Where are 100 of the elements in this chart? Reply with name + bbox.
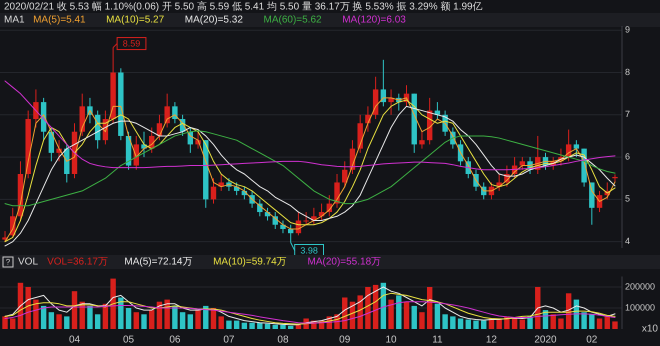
line-series xyxy=(4,130,616,206)
bar xyxy=(466,320,471,329)
bar xyxy=(80,302,85,329)
candlestick xyxy=(574,140,580,158)
y-tick-label: 5 xyxy=(625,194,630,204)
bar xyxy=(64,316,70,329)
candlestick xyxy=(380,59,386,107)
bar xyxy=(604,316,610,329)
bar xyxy=(257,322,263,329)
text: MA1 xyxy=(4,14,25,26)
bar xyxy=(404,302,410,329)
y-tick-label: 4 xyxy=(625,236,630,246)
x-tick-label: 12 xyxy=(486,334,498,346)
bar xyxy=(156,302,162,329)
text: MA(120)=6.03 xyxy=(342,14,406,26)
bar xyxy=(218,316,224,329)
bar xyxy=(172,306,178,329)
candlestick xyxy=(210,178,216,204)
text: ? xyxy=(6,258,11,267)
bar xyxy=(550,314,556,329)
y-tick-label: 8 xyxy=(625,66,630,77)
bar xyxy=(412,306,417,329)
bar xyxy=(481,320,486,329)
bar xyxy=(496,320,502,329)
text: VOL xyxy=(18,256,38,268)
bar xyxy=(110,278,116,329)
text: MA(5)=72.14万 xyxy=(124,256,192,268)
x-tick-label: 11 xyxy=(432,334,444,346)
bar xyxy=(558,318,564,329)
bar xyxy=(40,306,46,329)
bar xyxy=(33,300,39,329)
x-tick-label: 05 xyxy=(122,334,135,346)
x-tick-label: 07 xyxy=(223,334,235,346)
bar xyxy=(581,312,587,329)
bar xyxy=(473,320,479,329)
bar xyxy=(296,324,302,329)
bar xyxy=(10,318,16,329)
bar xyxy=(342,298,348,329)
bar xyxy=(458,318,464,329)
bar xyxy=(25,287,31,329)
annotation: 3.98 xyxy=(300,245,318,256)
chart-title: 2020/02/21 收 5.53 幅 1.10%(0.06) 开 5.50 高 5.59 低 5.41 均 5.50 量 36.17万 换 5.53% 振 3.29% 额 1.99亿 xyxy=(4,0,483,13)
text: MA(60)=5.62 xyxy=(264,14,322,26)
candlestick xyxy=(434,102,440,120)
bar xyxy=(149,310,154,329)
text: MA(5)=5.41 xyxy=(33,14,86,26)
bar xyxy=(380,282,386,329)
bar xyxy=(126,308,132,329)
text: MA(10)=59.74万 xyxy=(213,256,287,268)
x-tick-label: 02 xyxy=(586,334,598,346)
bar xyxy=(87,306,93,329)
bar xyxy=(180,312,186,329)
text: MA(20)=5.32 xyxy=(184,14,244,26)
bar xyxy=(226,320,232,329)
bar xyxy=(102,304,108,329)
bar xyxy=(372,284,378,329)
series-label: VOL=36.17万 xyxy=(47,256,108,268)
bar xyxy=(589,314,595,329)
y-tick-label: 100000 xyxy=(625,302,656,312)
bar xyxy=(396,295,402,329)
bar xyxy=(249,322,255,329)
bar xyxy=(442,314,448,329)
x-tick-label: 08 xyxy=(277,334,289,346)
candlestick xyxy=(342,160,348,188)
x-tick-label: 2020 xyxy=(534,334,558,346)
bar xyxy=(535,287,540,329)
bar xyxy=(365,287,371,329)
y-tick-label: 7 xyxy=(625,109,630,120)
candlestick xyxy=(33,88,39,128)
text: x10 xyxy=(642,324,658,335)
text: MA(10)=5.27 xyxy=(106,14,165,26)
bar xyxy=(195,310,201,329)
bar xyxy=(56,314,62,329)
bar xyxy=(574,300,580,329)
x-tick-label: 10 xyxy=(386,334,398,346)
text: MA(20)=55.18万 xyxy=(308,256,382,268)
bar xyxy=(134,312,139,329)
y-tick-label: 9 xyxy=(625,24,630,35)
candlestick xyxy=(48,126,54,162)
bar xyxy=(94,314,100,329)
bar xyxy=(527,316,533,329)
y-tick-label: 6 xyxy=(625,151,630,162)
line-series xyxy=(4,301,616,324)
candlestick xyxy=(303,212,309,226)
bar xyxy=(434,304,440,329)
bar xyxy=(272,324,278,329)
bar xyxy=(234,320,240,329)
bar xyxy=(612,321,618,329)
bar xyxy=(141,314,147,329)
x-tick-label: 09 xyxy=(339,334,351,346)
candlestick xyxy=(172,102,178,124)
x-tick-label: 04 xyxy=(68,334,81,346)
line-series xyxy=(4,292,616,325)
line-series xyxy=(4,286,616,326)
bar xyxy=(48,312,54,329)
bar xyxy=(596,318,602,329)
bar xyxy=(520,320,526,329)
bar xyxy=(288,326,294,329)
annotation: 8.59 xyxy=(122,38,140,48)
candlestick xyxy=(318,203,324,222)
